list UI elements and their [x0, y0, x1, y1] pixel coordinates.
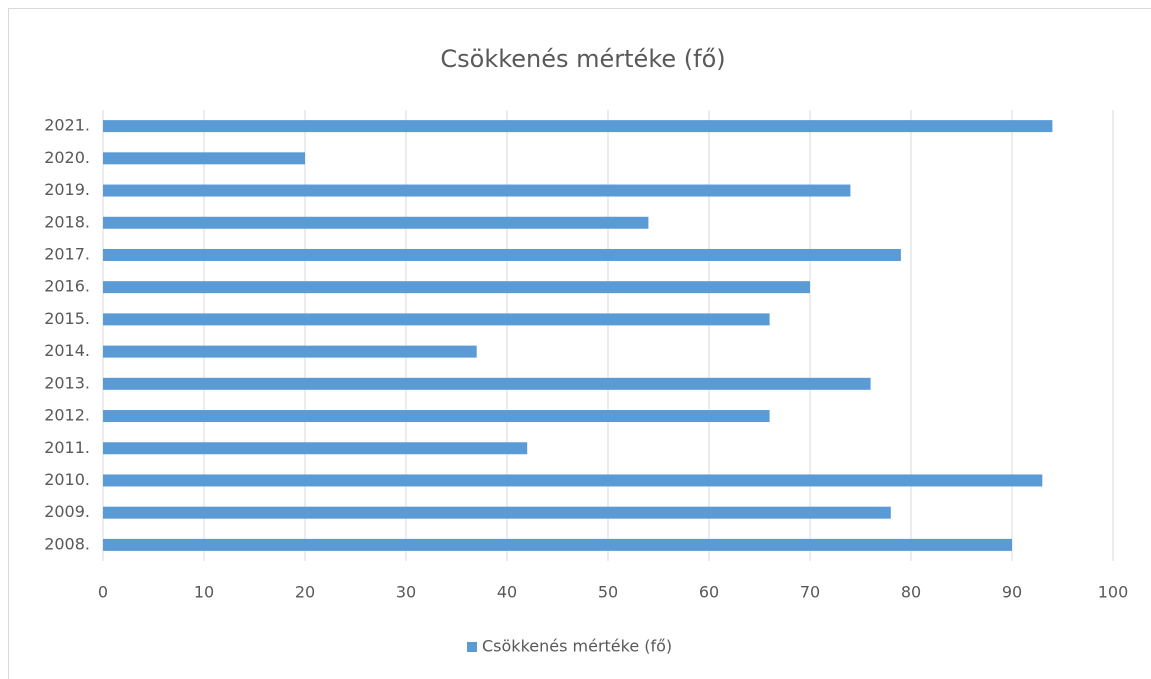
chart-border	[8, 8, 1151, 679]
y-tick-label: 2021.	[44, 116, 90, 135]
bar	[103, 184, 851, 197]
bar	[103, 313, 770, 326]
y-tick-label: 2019.	[44, 180, 90, 199]
y-tick-label: 2012.	[44, 406, 90, 425]
y-tick-label: 2011.	[44, 438, 90, 457]
bar	[103, 474, 1043, 487]
bar	[103, 281, 810, 294]
bar	[103, 442, 528, 455]
x-tick-label: 0	[98, 583, 108, 602]
y-tick-label: 2013.	[44, 373, 90, 392]
bar	[103, 506, 891, 519]
bar	[103, 216, 649, 229]
y-tick-label: 2009.	[44, 502, 90, 521]
bar	[103, 152, 305, 165]
x-tick-label: 90	[1002, 583, 1022, 602]
bar	[103, 345, 477, 358]
y-tick-label: 2018.	[44, 212, 90, 231]
legend-swatch	[467, 642, 477, 652]
bar	[103, 120, 1053, 133]
chart-title: Csökkenés mértéke (fő)	[440, 45, 725, 73]
y-tick-label: 2015.	[44, 309, 90, 328]
x-tick-label: 30	[396, 583, 416, 602]
y-tick-label: 2020.	[44, 148, 90, 167]
y-tick-label: 2008.	[44, 534, 90, 553]
x-tick-label: 100	[1098, 583, 1129, 602]
x-tick-label: 50	[598, 583, 618, 602]
x-tick-label: 80	[901, 583, 921, 602]
bar	[103, 248, 901, 261]
x-tick-label: 40	[497, 583, 517, 602]
y-tick-label: 2017.	[44, 244, 90, 263]
y-tick-label: 2014.	[44, 341, 90, 360]
bar	[103, 538, 1012, 551]
y-tick-label: 2010.	[44, 470, 90, 489]
bar	[103, 377, 871, 390]
legend-label: Csökkenés mértéke (fő)	[482, 637, 672, 656]
x-tick-label: 20	[295, 583, 315, 602]
x-tick-label: 10	[194, 583, 214, 602]
bar	[103, 410, 770, 423]
y-tick-label: 2016.	[44, 277, 90, 296]
x-tick-label: 70	[800, 583, 820, 602]
x-tick-label: 60	[699, 583, 719, 602]
